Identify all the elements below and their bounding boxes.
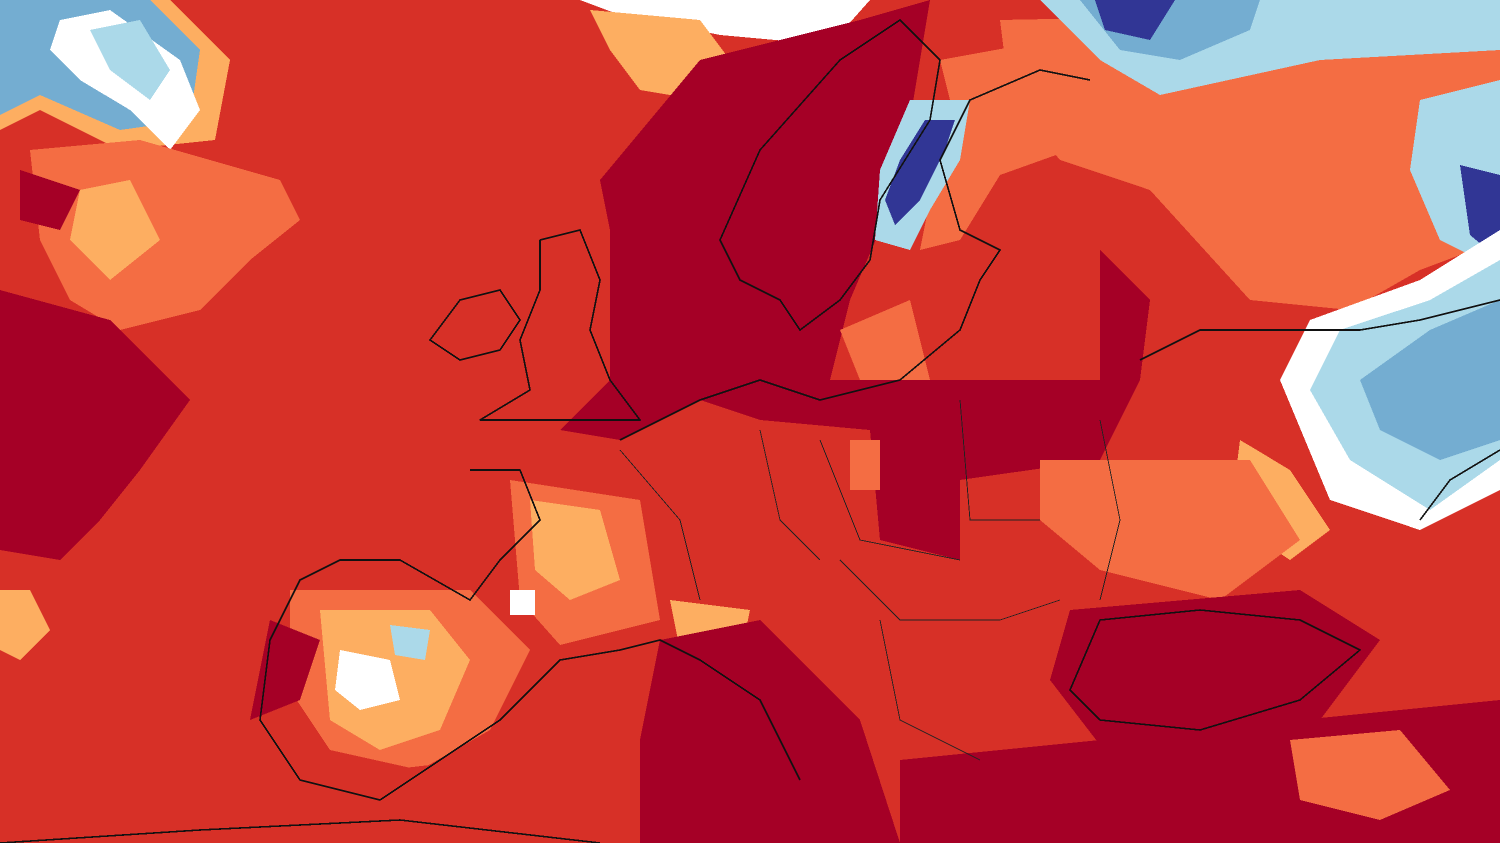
coastline bbox=[619, 69, 1091, 441]
warm-anomaly-area bbox=[920, 40, 1070, 250]
warm-anomaly-area bbox=[0, 750, 640, 843]
neutral-area bbox=[335, 650, 400, 710]
coastline bbox=[1139, 299, 1500, 361]
coastline bbox=[1419, 449, 1500, 521]
coastline bbox=[719, 19, 941, 331]
coastline bbox=[259, 469, 801, 801]
cold-anomaly-area bbox=[1360, 300, 1500, 460]
warm-anomaly-area bbox=[530, 500, 620, 600]
warm-anomaly-area bbox=[70, 180, 160, 280]
coastline bbox=[479, 229, 641, 421]
strong-anomaly-area bbox=[0, 290, 190, 560]
strong-anomaly-area bbox=[640, 620, 900, 843]
warm-anomaly-area bbox=[0, 590, 50, 660]
strong-anomaly-area bbox=[20, 170, 80, 230]
cold-anomaly-area bbox=[90, 20, 170, 100]
coastline bbox=[1069, 609, 1361, 731]
warm-anomaly-area bbox=[1040, 460, 1300, 600]
warm-anomaly-area bbox=[850, 440, 880, 490]
strong-anomaly-area bbox=[250, 620, 320, 720]
coastline bbox=[429, 289, 521, 361]
neutral-area bbox=[510, 590, 535, 615]
strong-anomaly-area bbox=[1050, 590, 1380, 745]
coastline bbox=[0, 819, 601, 843]
cold-anomaly-area bbox=[390, 625, 430, 660]
warm-anomaly-area bbox=[840, 300, 930, 380]
neutral-area bbox=[580, 0, 870, 45]
border bbox=[619, 399, 1121, 761]
cold-anomaly-area bbox=[1095, 0, 1175, 40]
cold-anomaly-area bbox=[885, 120, 955, 225]
warm-anomaly-area bbox=[1000, 10, 1500, 310]
warm-anomaly-area bbox=[650, 430, 850, 560]
warm-anomaly-area bbox=[1290, 730, 1450, 820]
